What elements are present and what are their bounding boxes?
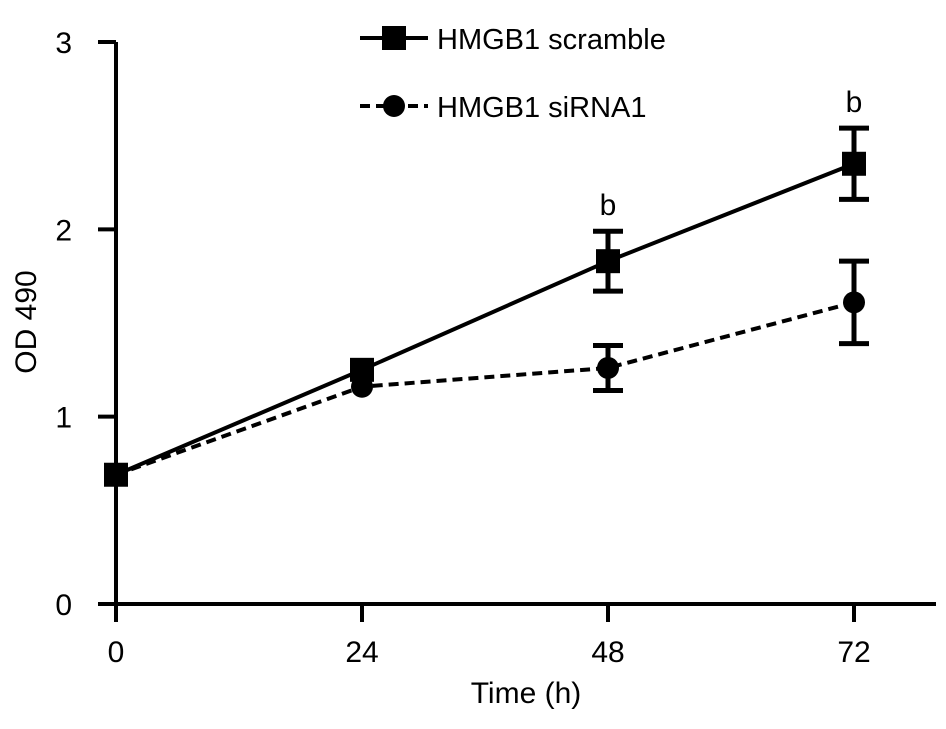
x-tick-label: 24: [345, 636, 378, 669]
y-axis-title: OD 490: [10, 270, 43, 373]
data-point: [842, 151, 866, 176]
legend-marker: [382, 26, 406, 50]
x-tick-label: 48: [591, 636, 624, 669]
x-axis-title: Time (h): [471, 677, 582, 710]
data-point: [105, 463, 127, 486]
significance-label: b: [846, 86, 863, 119]
axes: 0 1 2 3 0 24 48 72: [55, 27, 936, 669]
data-point: [597, 356, 619, 379]
significance-label: b: [600, 189, 617, 222]
data-point: [596, 249, 620, 274]
legend-item: HMGB1 scramble: [360, 24, 666, 56]
y-tick-label: 0: [55, 589, 72, 622]
legend-item: HMGB1 siRNA1: [360, 92, 647, 124]
series-line: [115, 161, 855, 477]
legend-label: HMGB1 scramble: [437, 24, 666, 56]
y-tick-label: 3: [55, 27, 72, 60]
y-tick-label: 1: [55, 402, 72, 435]
annotations: bb: [600, 86, 863, 222]
y-tick-label: 2: [55, 214, 72, 247]
legend-marker: [383, 95, 405, 117]
series-1: [104, 125, 869, 487]
data-point: [351, 375, 373, 398]
x-tick-label: 0: [108, 636, 125, 669]
series-2: [105, 258, 869, 486]
series-group: [104, 125, 869, 487]
legend: HMGB1 scramble HMGB1 siRNA1: [360, 24, 666, 124]
x-tick-label: 72: [837, 636, 870, 669]
legend-label: HMGB1 siRNA1: [437, 92, 647, 124]
series-line: [115, 300, 855, 477]
data-point: [843, 291, 865, 314]
